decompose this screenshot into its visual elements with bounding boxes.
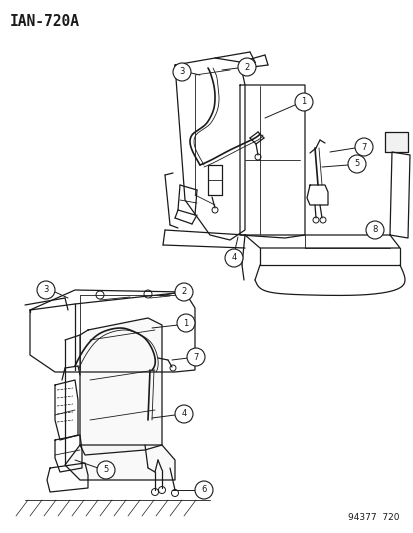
Text: 1: 1 [301,98,306,107]
Text: 3: 3 [43,286,49,295]
Text: 4: 4 [231,254,236,262]
Text: 3: 3 [179,68,184,77]
Text: 94377  720: 94377 720 [348,513,399,522]
Text: 5: 5 [354,159,359,168]
Text: 7: 7 [361,142,366,151]
Polygon shape [384,132,407,152]
Circle shape [175,405,192,423]
Circle shape [354,138,372,156]
Circle shape [365,221,383,239]
Circle shape [37,281,55,299]
Circle shape [294,93,312,111]
Text: IAN-720A: IAN-720A [10,14,80,29]
Text: 4: 4 [181,409,186,418]
Text: 6: 6 [201,486,206,495]
Circle shape [195,481,212,499]
Circle shape [173,63,190,81]
Text: 2: 2 [244,62,249,71]
Text: 1: 1 [183,319,188,327]
Circle shape [347,155,365,173]
Circle shape [97,461,115,479]
Text: 5: 5 [103,465,108,474]
Circle shape [175,283,192,301]
Circle shape [237,58,255,76]
Circle shape [187,348,204,366]
Text: 2: 2 [181,287,186,296]
Text: 8: 8 [371,225,377,235]
Text: 7: 7 [193,352,198,361]
Polygon shape [65,445,175,480]
Polygon shape [80,318,161,455]
Circle shape [177,314,195,332]
Circle shape [224,249,242,267]
